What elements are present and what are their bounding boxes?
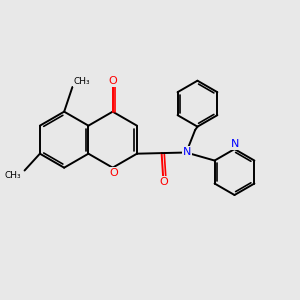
Text: O: O <box>108 76 117 86</box>
Text: CH₃: CH₃ <box>4 171 21 180</box>
Text: N: N <box>183 147 191 157</box>
Text: O: O <box>109 168 118 178</box>
Text: CH₃: CH₃ <box>74 77 91 86</box>
Text: O: O <box>160 177 168 187</box>
Text: N: N <box>231 139 239 149</box>
